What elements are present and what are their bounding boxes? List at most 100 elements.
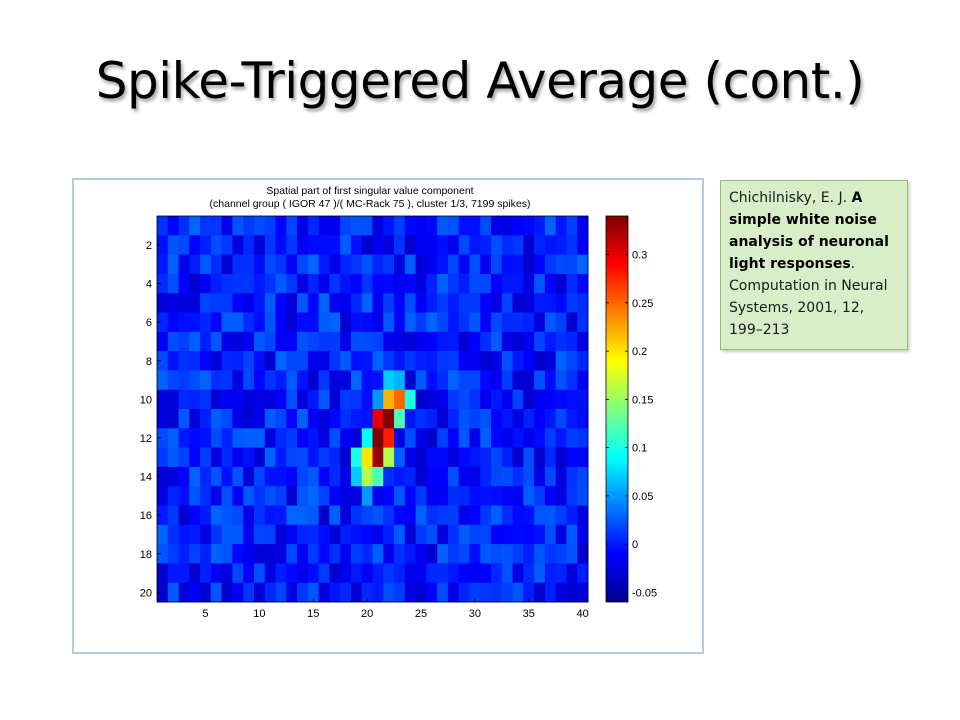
- heatmap-cell: [566, 447, 578, 468]
- heatmap-cell: [372, 409, 384, 429]
- heatmap-cell: [253, 505, 266, 526]
- heatmap-cell: [329, 563, 341, 584]
- heatmap-cell: [200, 447, 212, 468]
- heatmap-cell: [577, 466, 589, 487]
- heatmap-cell: [167, 563, 179, 584]
- heatmap-cell: [350, 409, 363, 429]
- heatmap-cell: [178, 273, 190, 294]
- heatmap-cell: [297, 582, 309, 603]
- heatmap-cell: [200, 582, 212, 603]
- heatmap-cell: [437, 428, 449, 448]
- heatmap-cell: [243, 370, 255, 391]
- heatmap-cell: [264, 466, 276, 487]
- heatmap-cell: [458, 351, 470, 371]
- heatmap-cell: [157, 312, 169, 333]
- heatmap-cell: [415, 331, 427, 352]
- heatmap-cell: [544, 447, 557, 468]
- heatmap-cell: [340, 331, 352, 352]
- heatmap-cell: [437, 466, 449, 487]
- heatmap-cell: [523, 582, 535, 603]
- heatmap-cell: [286, 505, 298, 526]
- heatmap-cell: [426, 447, 438, 468]
- heatmap-cell: [189, 486, 201, 506]
- citation-box: Chichilnisky, E. J. A simple white noise…: [720, 180, 908, 350]
- heatmap-cell: [415, 486, 427, 506]
- heatmap-cell: [501, 486, 513, 506]
- heatmap-cell: [318, 582, 330, 603]
- heatmap-cell: [437, 293, 449, 313]
- heatmap-cell: [157, 370, 169, 391]
- heatmap-cell: [501, 466, 513, 487]
- heatmap-cell: [415, 466, 427, 487]
- heatmap-cell: [447, 216, 460, 236]
- heatmap-cell: [307, 216, 320, 236]
- heatmap-cell: [437, 544, 449, 564]
- heatmap-cell: [426, 505, 438, 526]
- heatmap-cell: [253, 409, 266, 429]
- colorbar-ticks: -0.05 0 0.05 0.1 0.15 0.2 0.25 0.3: [606, 250, 657, 599]
- heatmap-cell: [372, 466, 384, 487]
- heatmap-cell: [394, 544, 406, 564]
- heatmap-cell: [243, 582, 255, 603]
- heatmap-cell: [447, 351, 460, 371]
- heatmap-cell: [501, 447, 513, 468]
- heatmap-cell: [210, 563, 223, 584]
- heatmap-cell: [469, 505, 481, 526]
- citation-article-title: A simple white noise analysis of neurona…: [729, 190, 889, 272]
- heatmap-cell: [491, 447, 503, 468]
- y-tick-label: 4: [146, 279, 152, 291]
- heatmap-cell: [232, 486, 244, 506]
- heatmap-cell: [512, 273, 524, 294]
- heatmap-cell: [544, 524, 557, 545]
- heatmap-cell: [232, 235, 244, 255]
- heatmap-cell: [577, 582, 589, 603]
- heatmap-cell: [264, 486, 276, 506]
- heatmap-cell: [544, 486, 557, 506]
- heatmap-cell: [480, 486, 492, 506]
- heatmap-cell: [426, 524, 438, 545]
- heatmap-cell: [189, 293, 201, 313]
- heatmap-cell: [480, 351, 492, 371]
- heatmap-cell: [329, 254, 341, 275]
- heatmap-cell: [469, 447, 481, 468]
- heatmap-cell: [157, 486, 169, 506]
- heatmap-cell: [566, 524, 578, 545]
- heatmap-cell: [361, 273, 373, 294]
- heatmap-cell: [340, 216, 352, 236]
- heatmap-cell: [566, 486, 578, 506]
- heatmap-cell: [404, 428, 417, 448]
- heatmap-cell: [200, 293, 212, 313]
- x-axis: 5 10 15 20 25 30 35 40: [202, 598, 589, 620]
- heatmap-cell: [221, 524, 233, 545]
- heatmap-cell: [437, 389, 449, 410]
- heatmap-cell: [275, 293, 287, 313]
- heatmap-cell: [178, 582, 190, 603]
- heatmap-cell: [447, 273, 460, 294]
- heatmap-cell: [361, 428, 373, 448]
- heatmap-cell: [307, 447, 320, 468]
- heatmap-cell: [243, 389, 255, 410]
- heatmap-cell: [243, 254, 255, 275]
- heatmap-cell: [544, 563, 557, 584]
- heatmap-cell: [329, 505, 341, 526]
- heatmap-cell: [523, 293, 535, 313]
- heatmap-cell: [426, 273, 438, 294]
- heatmap-cell: [253, 544, 266, 564]
- heatmap-cell: [437, 505, 449, 526]
- y-tick-label: 8: [146, 356, 152, 368]
- heatmap-cell: [404, 389, 417, 410]
- heatmap-cell: [555, 273, 567, 294]
- heatmap-cell: [200, 389, 212, 410]
- heatmap-cell: [243, 466, 255, 487]
- heatmap-cell: [361, 524, 373, 545]
- heatmap-cell: [286, 409, 298, 429]
- heatmap-cell: [577, 524, 589, 545]
- heatmap-cell: [491, 486, 503, 506]
- heatmap-cell: [307, 273, 320, 294]
- heatmap-cell: [157, 524, 169, 545]
- heatmap-cell: [329, 235, 341, 255]
- heatmap-cell: [512, 331, 524, 352]
- heatmap-cell: [286, 524, 298, 545]
- heatmap-cell: [383, 409, 395, 429]
- heatmap-cell: [566, 273, 578, 294]
